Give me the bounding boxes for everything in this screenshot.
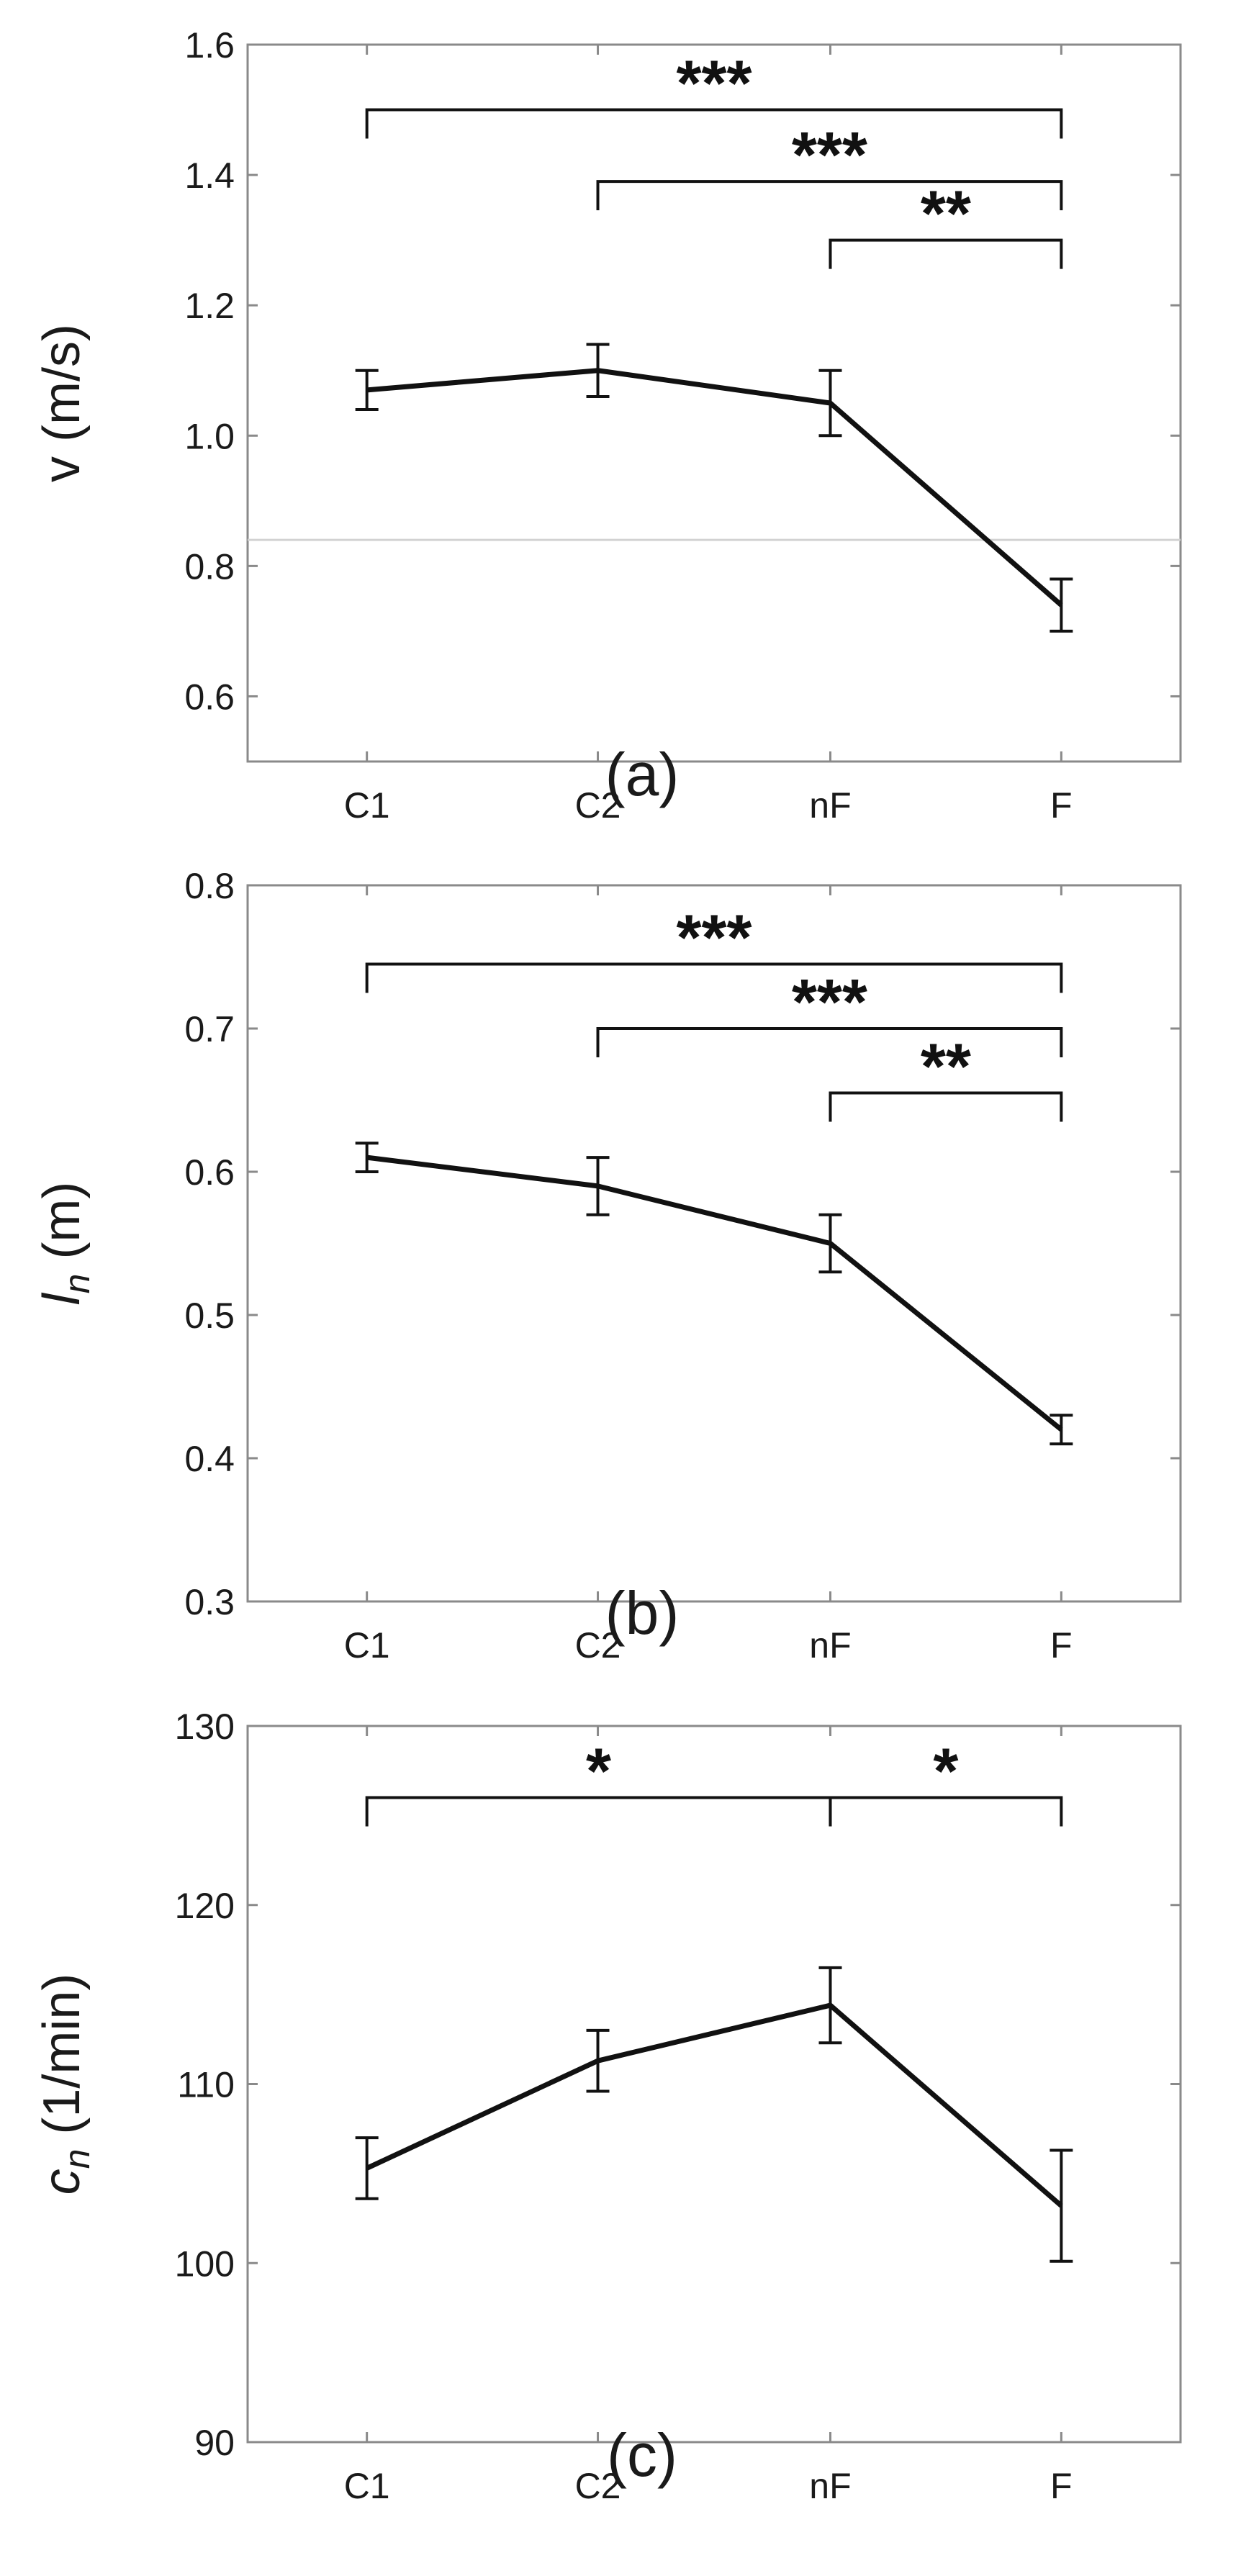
y-tick-label: 0.4 — [184, 1439, 235, 1479]
y-tick-label: 0.8 — [184, 866, 235, 906]
significance-bracket — [829, 1796, 1063, 1827]
significance-bracket — [365, 962, 1063, 993]
plot-frame — [246, 43, 1182, 763]
x-tick-label: C1 — [344, 2466, 390, 2506]
significance-label: * — [586, 1736, 611, 1808]
significance-bracket — [829, 1091, 1063, 1122]
y-tick-label: 110 — [177, 2065, 235, 2105]
plot-frame — [246, 884, 1182, 1603]
y-tick-label: 100 — [175, 2243, 235, 2284]
y-tick-label: 120 — [175, 1886, 235, 1926]
x-tick-label: F — [1050, 2466, 1073, 2506]
series-line — [366, 2002, 1063, 2208]
y-tick-label: 0.5 — [184, 1296, 235, 1336]
significance-bracket — [596, 1027, 1063, 1057]
panel-caption: (b) — [605, 1579, 680, 1647]
significance-label: *** — [792, 967, 867, 1039]
y-tick-label: 0.6 — [184, 677, 235, 717]
y-axis-label: v (m/s) — [33, 324, 91, 482]
x-tick-label: C2 — [575, 1625, 621, 1666]
y-tick-label: 0.7 — [184, 1009, 235, 1049]
x-tick-label: C2 — [575, 785, 621, 826]
y-axis-label-unit: (1/min) — [33, 1974, 91, 2149]
x-tick-label: C1 — [344, 1625, 390, 1666]
y-tick-label: 1.2 — [184, 286, 235, 326]
x-tick-label: nF — [809, 1625, 851, 1666]
significance-label: * — [933, 1736, 958, 1808]
significance-bracket — [365, 108, 1063, 139]
y-tick-label: 1.4 — [184, 155, 235, 196]
y-tick-label: 90 — [194, 2423, 235, 2463]
y-axis-label-subscript: n — [57, 1274, 97, 1294]
y-axis-label-unit: (m) — [33, 1182, 91, 1274]
significance-bracket — [596, 180, 1063, 211]
y-tick-label: 0.6 — [184, 1152, 235, 1193]
y-axis-label: cn (1/min) — [33, 1974, 97, 2195]
series-line — [366, 368, 1063, 607]
series-line — [366, 1154, 1063, 1432]
x-tick-label: C1 — [344, 785, 390, 826]
y-tick-label: 0.8 — [184, 546, 235, 587]
panel-a: 0.60.81.01.21.41.6C1 C2 nF F********v (m/s)… — [33, 25, 1182, 826]
y-tick-label: 0.3 — [184, 1582, 235, 1622]
panel-b: 0.30.40.50.60.70.8C1 C2 nF F********ln (m)(… — [33, 866, 1182, 1666]
y-axis-label: ln (m) — [33, 1182, 97, 1306]
significance-bracket — [829, 238, 1063, 269]
significance-label: *** — [792, 119, 867, 191]
significance-label: *** — [676, 902, 752, 974]
panel-c: 90 100 110 120 130 C1 C2 nF F * * cn (1/min) (c) — [33, 1707, 1182, 2506]
significance-label: ** — [921, 178, 971, 250]
y-axis-label-symbol: c — [33, 2169, 91, 2195]
significance-label: ** — [921, 1031, 971, 1103]
panel-caption: (c) — [607, 2421, 677, 2489]
y-tick-label: 1.0 — [184, 416, 235, 456]
y-axis-label-symbol: l — [33, 1292, 91, 1305]
y-axis-label-subscript: n — [57, 2149, 97, 2169]
x-tick-label: nF — [809, 785, 851, 826]
x-tick-label: F — [1050, 1625, 1073, 1666]
x-tick-label: C2 — [575, 2466, 621, 2506]
significance-label: *** — [676, 48, 752, 120]
x-tick-label: F — [1050, 785, 1073, 826]
y-tick-label: 130 — [175, 1707, 235, 1747]
panel-caption: (a) — [605, 741, 680, 808]
plot-frame — [246, 1725, 1182, 2444]
x-tick-label: nF — [809, 2466, 851, 2506]
y-tick-label: 1.6 — [184, 25, 235, 65]
